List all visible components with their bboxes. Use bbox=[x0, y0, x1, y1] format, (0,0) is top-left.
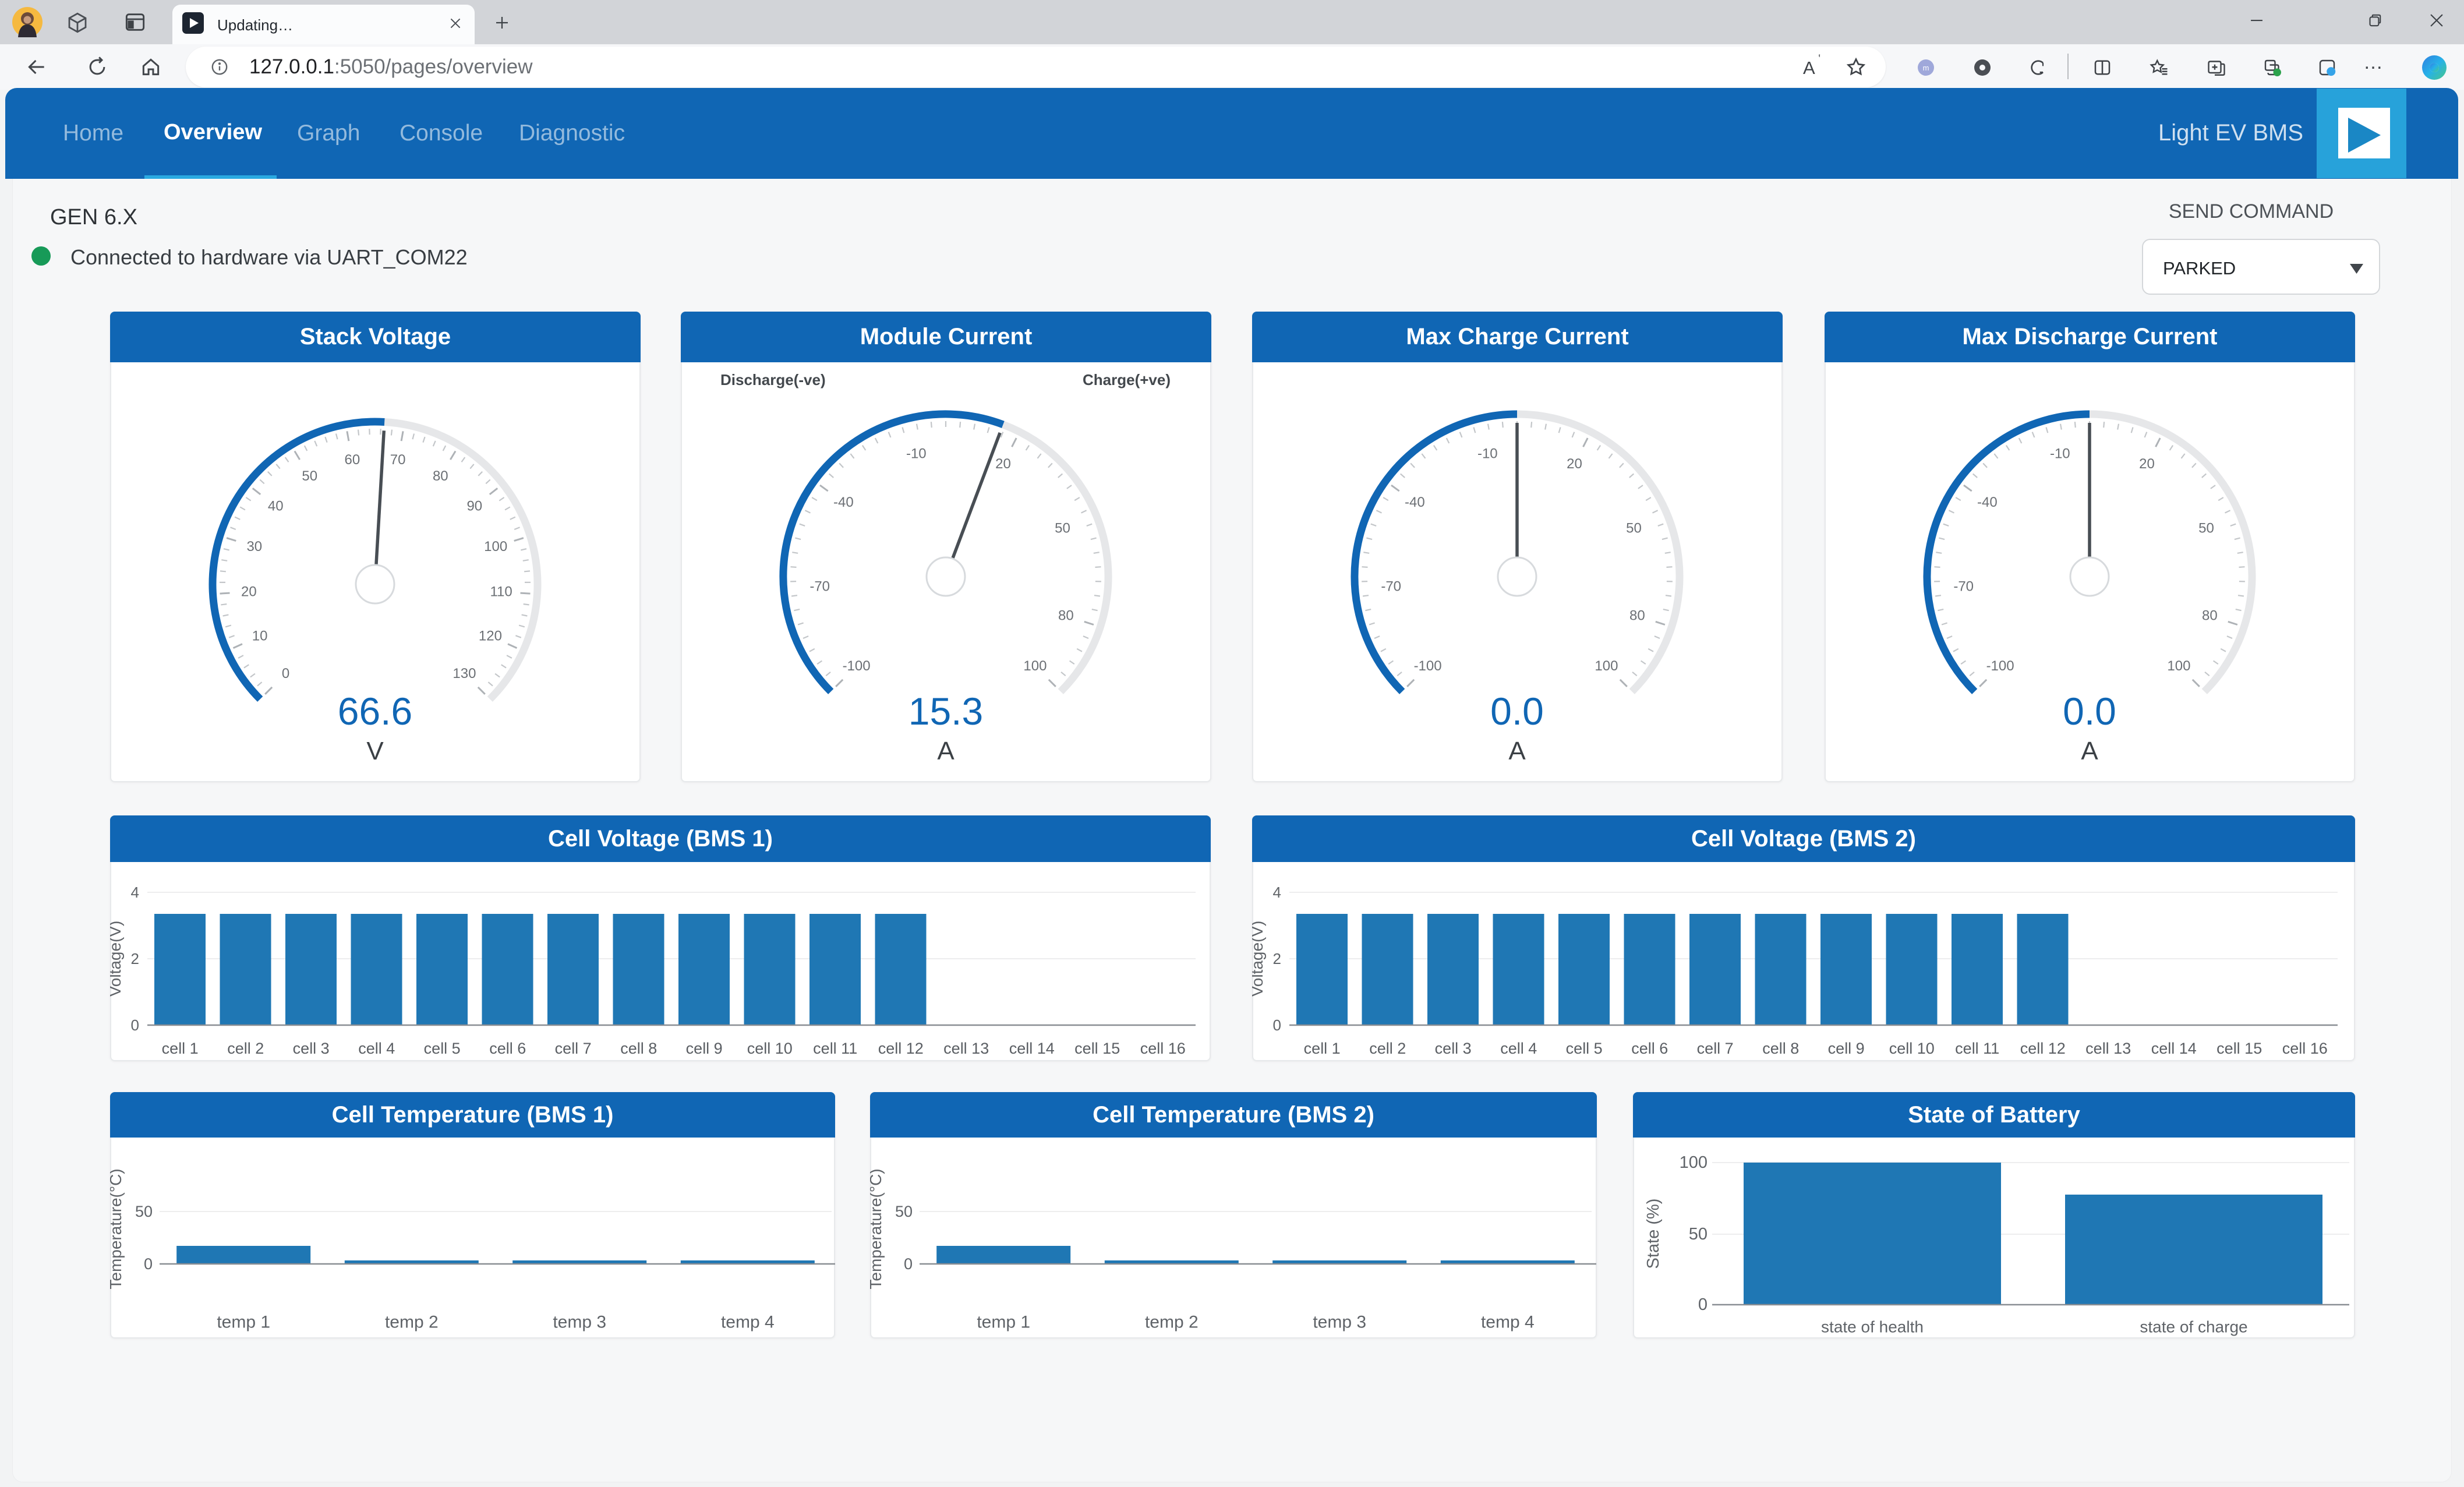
svg-text:0: 0 bbox=[904, 1255, 913, 1273]
svg-text:cell 8: cell 8 bbox=[1762, 1040, 1799, 1057]
svg-text:20: 20 bbox=[2139, 456, 2155, 472]
svg-text:cell 7: cell 7 bbox=[555, 1040, 592, 1057]
svg-text:-100: -100 bbox=[1986, 658, 2014, 674]
svg-text:temp 2: temp 2 bbox=[1145, 1313, 1199, 1332]
svg-text:100: 100 bbox=[2167, 658, 2190, 674]
svg-text:-70: -70 bbox=[1381, 579, 1401, 595]
svg-text:50: 50 bbox=[302, 468, 317, 484]
svg-text:cell 1: cell 1 bbox=[1304, 1040, 1341, 1057]
svg-text:40: 40 bbox=[268, 499, 284, 514]
svg-text:-70: -70 bbox=[809, 579, 830, 595]
svg-text:0: 0 bbox=[1698, 1295, 1708, 1314]
svg-text:temp 4: temp 4 bbox=[721, 1313, 775, 1332]
svg-text:120: 120 bbox=[479, 628, 502, 644]
svg-text:cell 12: cell 12 bbox=[2020, 1040, 2066, 1057]
svg-text:50: 50 bbox=[1626, 521, 1642, 536]
svg-text:60: 60 bbox=[345, 452, 360, 468]
svg-text:-100: -100 bbox=[843, 658, 871, 674]
svg-text:temp 3: temp 3 bbox=[1313, 1313, 1366, 1332]
svg-text:20: 20 bbox=[995, 456, 1011, 472]
svg-text:cell 13: cell 13 bbox=[943, 1040, 989, 1057]
svg-text:cell 9: cell 9 bbox=[1828, 1040, 1865, 1057]
svg-text:cell 16: cell 16 bbox=[1140, 1040, 1186, 1057]
svg-text:cell 14: cell 14 bbox=[1009, 1040, 1055, 1057]
svg-text:30: 30 bbox=[246, 539, 262, 554]
svg-text:cell 15: cell 15 bbox=[2216, 1040, 2262, 1057]
svg-text:-40: -40 bbox=[1405, 495, 1425, 510]
svg-text:0: 0 bbox=[1273, 1016, 1281, 1034]
svg-text:cell 12: cell 12 bbox=[878, 1040, 924, 1057]
svg-text:100: 100 bbox=[1595, 658, 1618, 674]
svg-text:2: 2 bbox=[131, 950, 139, 967]
svg-text:50: 50 bbox=[135, 1203, 153, 1220]
svg-text:State (%): State (%) bbox=[1644, 1199, 1663, 1269]
svg-text:130: 130 bbox=[453, 666, 476, 681]
svg-text:80: 80 bbox=[2202, 608, 2218, 624]
svg-text:cell 4: cell 4 bbox=[358, 1040, 395, 1057]
svg-text:state of charge: state of charge bbox=[2140, 1318, 2247, 1336]
svg-text:20: 20 bbox=[1567, 456, 1582, 472]
svg-text:cell 9: cell 9 bbox=[686, 1040, 723, 1057]
svg-text:50: 50 bbox=[895, 1203, 913, 1220]
svg-text:90: 90 bbox=[466, 499, 482, 514]
svg-text:-40: -40 bbox=[1977, 495, 1998, 510]
svg-text:80: 80 bbox=[1629, 608, 1645, 624]
svg-text:2: 2 bbox=[1273, 950, 1281, 967]
svg-text:cell 11: cell 11 bbox=[813, 1040, 857, 1057]
svg-text:80: 80 bbox=[1058, 608, 1074, 624]
svg-text:Voltage(V): Voltage(V) bbox=[110, 921, 124, 997]
svg-text:-10: -10 bbox=[1477, 446, 1498, 462]
svg-text:temp 2: temp 2 bbox=[385, 1313, 439, 1332]
svg-text:temp 1: temp 1 bbox=[977, 1313, 1030, 1332]
svg-text:-70: -70 bbox=[1953, 579, 1974, 595]
svg-text:cell 3: cell 3 bbox=[293, 1040, 330, 1057]
svg-text:50: 50 bbox=[1689, 1225, 1708, 1244]
svg-text:temp 4: temp 4 bbox=[1481, 1313, 1535, 1332]
svg-text:state of health: state of health bbox=[1821, 1318, 1924, 1336]
svg-text:cell 2: cell 2 bbox=[227, 1040, 264, 1057]
svg-text:80: 80 bbox=[433, 468, 448, 484]
svg-text:0: 0 bbox=[282, 666, 289, 681]
svg-text:-40: -40 bbox=[833, 495, 854, 510]
svg-text:-10: -10 bbox=[906, 446, 927, 462]
svg-text:cell 4: cell 4 bbox=[1500, 1040, 1537, 1057]
svg-text:Voltage(V): Voltage(V) bbox=[1252, 921, 1266, 997]
svg-text:10: 10 bbox=[252, 628, 268, 644]
svg-text:m: m bbox=[1923, 63, 1929, 72]
svg-text:cell 16: cell 16 bbox=[2282, 1040, 2328, 1057]
svg-text:cell 14: cell 14 bbox=[2151, 1040, 2197, 1057]
svg-text:-10: -10 bbox=[2050, 446, 2070, 462]
svg-text:70: 70 bbox=[390, 452, 406, 468]
svg-text:cell 1: cell 1 bbox=[162, 1040, 199, 1057]
svg-text:cell 10: cell 10 bbox=[747, 1040, 793, 1057]
svg-text:cell 5: cell 5 bbox=[1566, 1040, 1603, 1057]
svg-text:cell 7: cell 7 bbox=[1697, 1040, 1734, 1057]
svg-text:-100: -100 bbox=[1414, 658, 1442, 674]
svg-text:100: 100 bbox=[484, 539, 507, 554]
svg-text:cell 10: cell 10 bbox=[1889, 1040, 1935, 1057]
svg-text:cell 5: cell 5 bbox=[424, 1040, 461, 1057]
svg-text:4: 4 bbox=[131, 884, 139, 901]
svg-text:cell 13: cell 13 bbox=[2085, 1040, 2131, 1057]
svg-text:cell 8: cell 8 bbox=[620, 1040, 657, 1057]
svg-text:cell 6: cell 6 bbox=[489, 1040, 526, 1057]
svg-text:20: 20 bbox=[241, 584, 257, 600]
svg-text:110: 110 bbox=[490, 584, 512, 600]
svg-text:cell 3: cell 3 bbox=[1435, 1040, 1472, 1057]
svg-text:cell 11: cell 11 bbox=[1955, 1040, 1999, 1057]
svg-text:Temperature(°C): Temperature(°C) bbox=[870, 1168, 885, 1289]
svg-text:50: 50 bbox=[1055, 521, 1070, 536]
svg-text:100: 100 bbox=[1680, 1153, 1708, 1172]
svg-text:cell 2: cell 2 bbox=[1369, 1040, 1406, 1057]
svg-text:100: 100 bbox=[1023, 658, 1047, 674]
svg-text:temp 3: temp 3 bbox=[553, 1313, 606, 1332]
svg-text:Temperature(°C): Temperature(°C) bbox=[110, 1168, 125, 1289]
svg-text:4: 4 bbox=[1273, 884, 1281, 901]
svg-text:temp 1: temp 1 bbox=[217, 1313, 270, 1332]
svg-text:0: 0 bbox=[131, 1016, 139, 1034]
svg-text:0: 0 bbox=[144, 1255, 153, 1273]
svg-text:cell 15: cell 15 bbox=[1074, 1040, 1120, 1057]
svg-text:50: 50 bbox=[2198, 521, 2214, 536]
svg-text:cell 6: cell 6 bbox=[1631, 1040, 1668, 1057]
